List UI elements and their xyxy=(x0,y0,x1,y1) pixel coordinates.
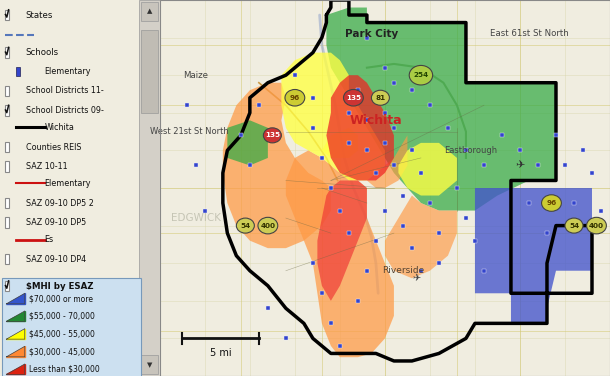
Text: Counties REIS: Counties REIS xyxy=(26,143,81,152)
Polygon shape xyxy=(475,188,592,323)
Text: 96: 96 xyxy=(547,200,556,206)
Bar xyxy=(5,198,9,208)
Polygon shape xyxy=(6,364,25,374)
Circle shape xyxy=(542,195,561,211)
Polygon shape xyxy=(6,293,25,304)
Circle shape xyxy=(409,65,432,85)
Polygon shape xyxy=(228,120,268,165)
Polygon shape xyxy=(223,83,331,248)
Circle shape xyxy=(264,128,281,143)
Text: Eastborough: Eastborough xyxy=(444,146,497,155)
Text: 5 mi: 5 mi xyxy=(210,349,231,358)
Text: Maize: Maize xyxy=(184,71,209,80)
Text: Wichita: Wichita xyxy=(45,123,74,132)
Text: Schools: Schools xyxy=(26,48,59,57)
Bar xyxy=(141,355,158,374)
Text: 135: 135 xyxy=(265,132,280,138)
Text: Park City: Park City xyxy=(345,29,398,39)
Polygon shape xyxy=(326,8,556,211)
Text: School Districts 11-: School Districts 11- xyxy=(26,86,103,96)
Text: 254: 254 xyxy=(414,72,428,78)
Text: States: States xyxy=(26,11,53,20)
Text: EDGWICK: EDGWICK xyxy=(171,213,221,223)
Text: Es: Es xyxy=(45,235,54,244)
Polygon shape xyxy=(286,150,394,357)
Polygon shape xyxy=(6,311,25,321)
Text: $55,000 - 70,000: $55,000 - 70,000 xyxy=(29,312,95,321)
Text: Riverside: Riverside xyxy=(382,266,424,275)
Text: Wichita: Wichita xyxy=(350,114,402,127)
Text: West 21st St North: West 21st St North xyxy=(149,127,229,136)
Text: 96: 96 xyxy=(290,95,300,101)
Text: $30,000 - 45,000: $30,000 - 45,000 xyxy=(29,347,95,356)
Text: 400: 400 xyxy=(589,223,604,229)
Circle shape xyxy=(565,218,583,233)
Polygon shape xyxy=(367,135,407,188)
Text: 81: 81 xyxy=(375,95,386,101)
Text: $MHI by ESAZ: $MHI by ESAZ xyxy=(26,282,93,291)
Text: ✈: ✈ xyxy=(412,273,420,283)
Text: 135: 135 xyxy=(346,95,361,101)
Text: ✈: ✈ xyxy=(515,161,525,170)
Polygon shape xyxy=(6,329,25,339)
Text: SAZ 10-11: SAZ 10-11 xyxy=(26,162,67,171)
Circle shape xyxy=(587,217,606,234)
Text: SAZ 09-10 DP4: SAZ 09-10 DP4 xyxy=(26,255,85,264)
Circle shape xyxy=(285,89,305,106)
Polygon shape xyxy=(281,53,385,180)
Text: Less than $30,000: Less than $30,000 xyxy=(29,365,99,374)
Text: Elementary: Elementary xyxy=(45,179,92,188)
Text: School Districts 09-: School Districts 09- xyxy=(26,106,104,115)
Text: SAZ 09-10 DP5 2: SAZ 09-10 DP5 2 xyxy=(26,199,93,208)
Text: 400: 400 xyxy=(260,223,275,229)
Bar xyxy=(5,10,9,20)
Polygon shape xyxy=(398,143,457,196)
Polygon shape xyxy=(322,128,358,158)
Bar xyxy=(5,105,9,116)
Polygon shape xyxy=(6,346,25,357)
Text: Elementary: Elementary xyxy=(45,67,92,76)
Circle shape xyxy=(371,90,389,105)
Bar xyxy=(5,254,9,264)
Text: $70,000 or more: $70,000 or more xyxy=(29,294,93,303)
Text: ▼: ▼ xyxy=(147,362,152,368)
Bar xyxy=(5,86,9,96)
Text: ▲: ▲ xyxy=(147,8,152,14)
Text: 54: 54 xyxy=(569,223,579,229)
Circle shape xyxy=(236,218,254,233)
Bar xyxy=(141,2,158,21)
Text: 54: 54 xyxy=(240,223,251,229)
Bar xyxy=(5,217,9,228)
Bar xyxy=(16,67,21,76)
Text: SAZ 09-10 DP5: SAZ 09-10 DP5 xyxy=(26,218,86,227)
Text: $45,000 - 55,000: $45,000 - 55,000 xyxy=(29,329,95,338)
Bar xyxy=(5,281,9,291)
Circle shape xyxy=(258,217,278,234)
Bar xyxy=(141,30,158,113)
Bar xyxy=(139,0,160,376)
Polygon shape xyxy=(385,196,457,278)
Bar xyxy=(5,47,9,58)
Text: East 61st St North: East 61st St North xyxy=(490,29,569,38)
Bar xyxy=(5,142,9,152)
Polygon shape xyxy=(326,75,394,180)
Bar xyxy=(2,278,141,376)
Polygon shape xyxy=(317,180,367,301)
Circle shape xyxy=(343,89,364,106)
Bar xyxy=(5,161,9,172)
